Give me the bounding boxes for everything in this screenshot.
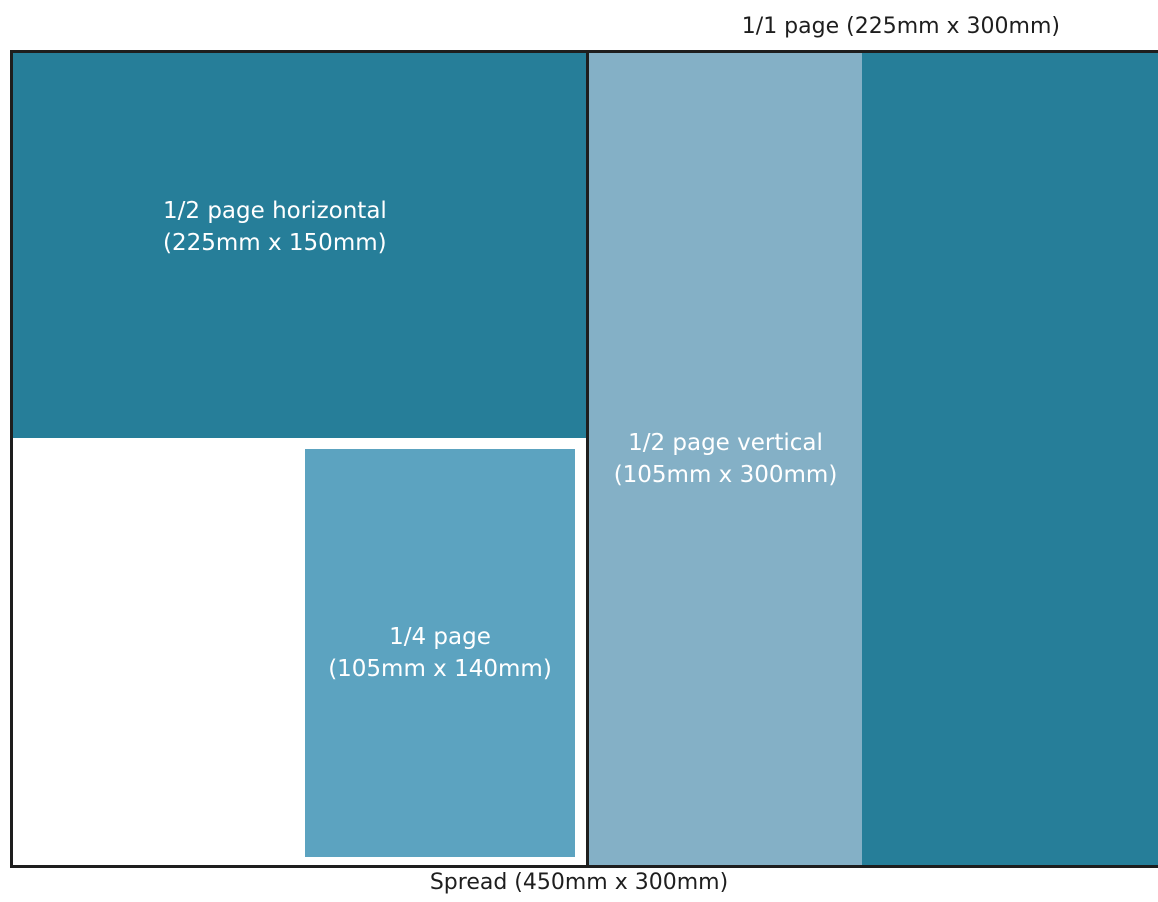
quarter-page-block: 1/4 page (105mm x 140mm)	[305, 449, 575, 857]
quarter-page-title: 1/4 page	[389, 623, 491, 650]
spread-label: Spread (450mm x 300mm)	[429, 870, 729, 895]
page-divider-line	[586, 50, 589, 868]
full-page-fill	[862, 53, 1158, 865]
half-page-horizontal-text: 1/2 page horizontal (225mm x 150mm)	[163, 195, 387, 259]
half-page-vertical-block: 1/2 page vertical (105mm x 300mm)	[589, 53, 862, 865]
quarter-page-size: (105mm x 140mm)	[328, 656, 552, 682]
half-page-horizontal-block: 1/2 page horizontal (225mm x 150mm)	[13, 53, 586, 438]
half-page-horizontal-size: (225mm x 150mm)	[163, 230, 387, 257]
full-page-label: 1/1 page (225mm x 300mm)	[741, 14, 1060, 39]
half-page-vertical-text: 1/2 page vertical (105mm x 300mm)	[614, 427, 838, 491]
half-page-horizontal-title: 1/2 page horizontal	[163, 198, 387, 224]
quarter-page-text: 1/4 page (105mm x 140mm)	[328, 621, 552, 685]
half-page-vertical-size: (105mm x 300mm)	[613, 462, 838, 488]
half-page-vertical-title: 1/2 page vertical	[628, 429, 823, 456]
